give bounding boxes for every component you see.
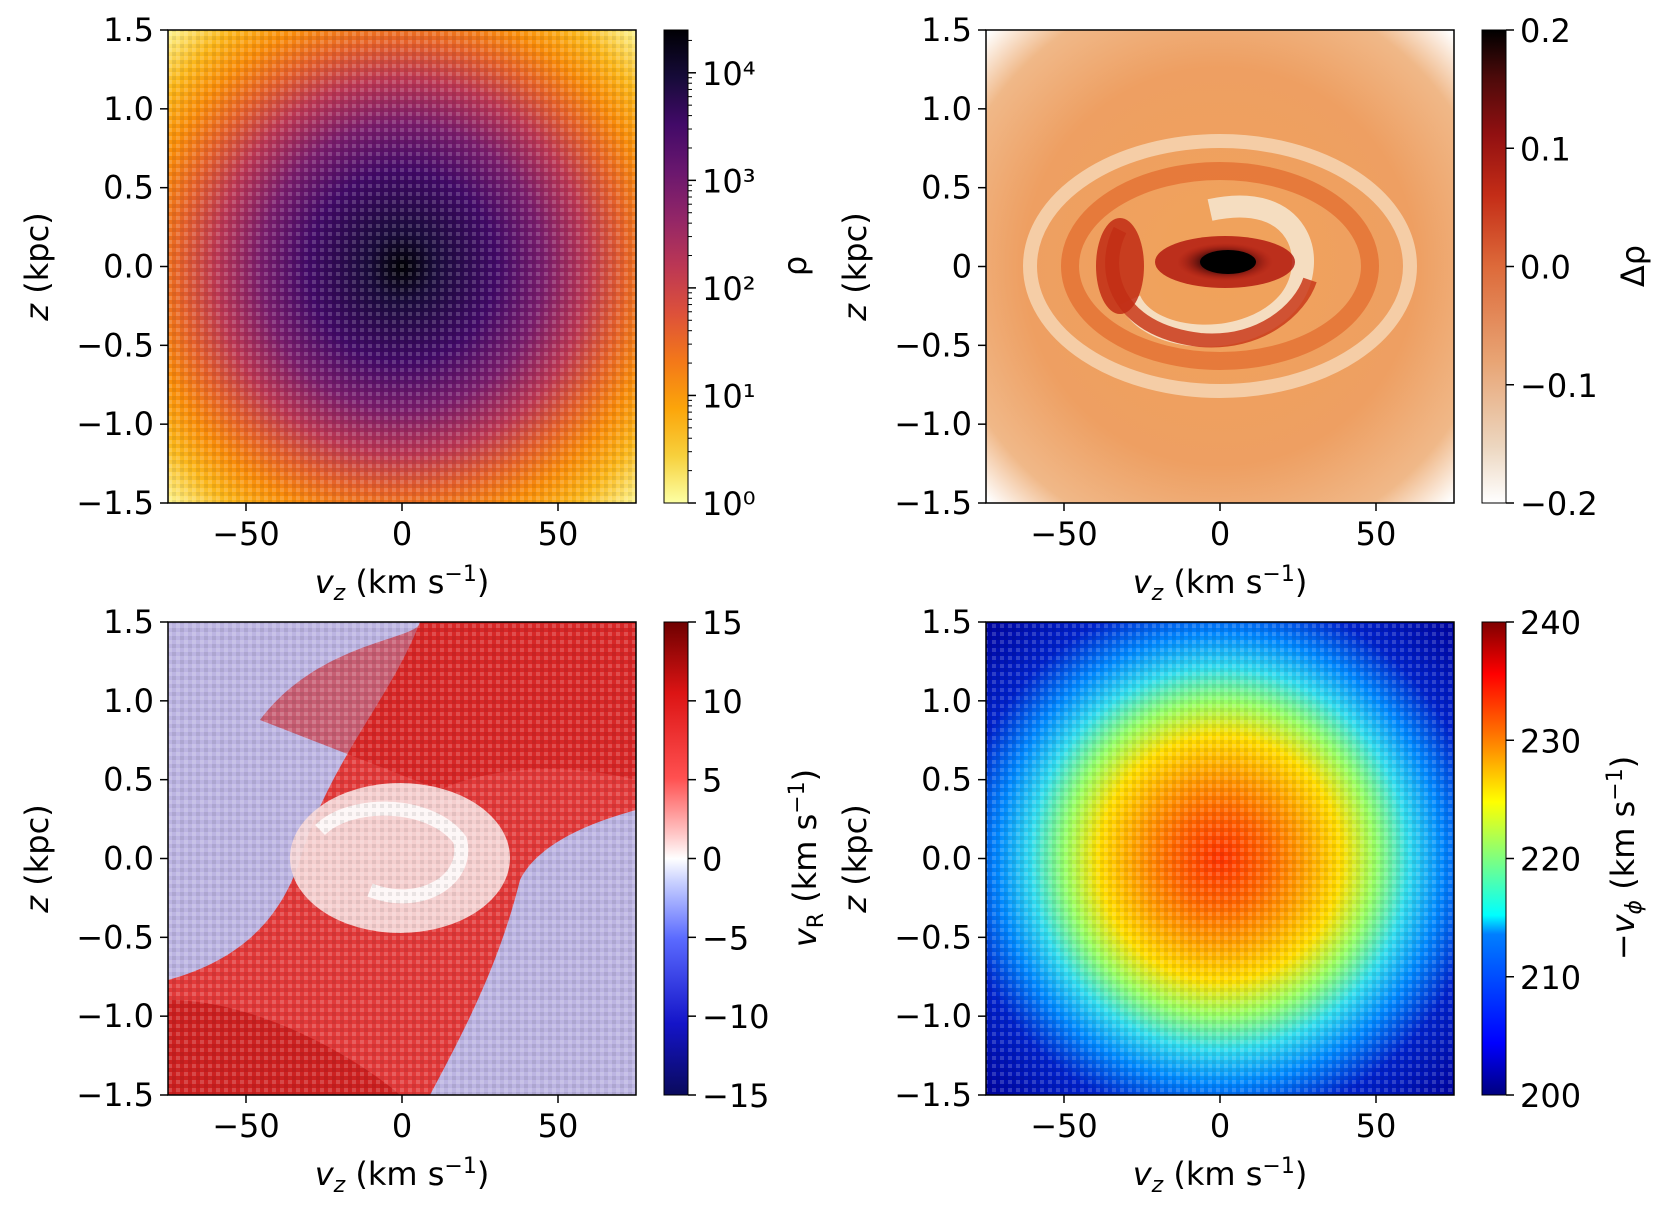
colorbar-azimuthal-velocity-label: −vϕ (km s−1)	[1603, 756, 1647, 960]
panel-azimuthal-velocity: −50 0 50 −1.5 −1.0 −0.5 0.0 0.5 1.0 1.5 vz (km s−1…	[836, 603, 1647, 1198]
y-tick-label: −1.5	[76, 484, 154, 522]
colorbar-density-label: ρ	[776, 256, 814, 276]
colorbar-tick-label: 15	[702, 604, 743, 642]
colorbar-tick-label: 10⁴	[702, 55, 756, 93]
colorbar-tick-label: 220	[1520, 841, 1581, 879]
colorbar-azimuthal-velocity	[1481, 621, 1507, 1096]
colorbar-tick-label: 10¹	[702, 377, 756, 415]
x-tick-label: 0	[1210, 515, 1230, 553]
colorbar-tick-label: 5	[702, 762, 722, 800]
y-tick-label: −0.5	[76, 326, 154, 364]
panel-radial-velocity: −50 0 50−1.5−1.0−0.50.00.51.01.5vz (km s−1…	[18, 603, 829, 1198]
axes-azimuthal-velocity: −50 0 50 −1.5 −1.0 −0.5 0.0 0.5 1.0 1.5 vz (km s−1…	[836, 603, 1396, 1198]
x-axis-label: vz (km s−1)	[315, 1154, 490, 1198]
colorbar-tick-label: 10³	[702, 162, 756, 200]
y-axis-label: z (kpc)	[836, 212, 874, 321]
y-tick-label: −1.5	[76, 1076, 154, 1114]
x-axis-label: vz (km s−1)	[1133, 562, 1308, 606]
noise-overlay	[986, 622, 1454, 1095]
x-tick-label: −50	[212, 515, 280, 553]
noise-overlay	[168, 622, 636, 1095]
colorbar-tick-label: 210	[1520, 959, 1581, 997]
colorbar-tick-label: 10	[702, 683, 743, 721]
colorbar-tick-label: 0.1	[1520, 130, 1571, 168]
y-tick-label: −1.5	[894, 484, 972, 522]
y-tick-label: 0.0	[921, 840, 972, 878]
x-axis-label: vz (km s−1)	[1133, 1154, 1308, 1198]
y-tick-label: −1.0	[76, 405, 154, 443]
y-tick-label: 1.5	[103, 603, 154, 641]
y-tick-label: 1.0	[103, 682, 154, 720]
colorbar-radial-velocity-ticks: −15 −10 −5 0 5 10 15	[688, 604, 770, 1115]
colorbar-tick-label: −5	[702, 919, 749, 957]
y-tick-label: 0.5	[103, 169, 154, 207]
x-tick-label: 0	[1210, 1107, 1230, 1145]
y-tick-label: −1.0	[894, 405, 972, 443]
colorbar-tick-label: −0.1	[1520, 367, 1598, 405]
colorbar-tick-label: 200	[1520, 1077, 1581, 1115]
ring-light-outer	[1023, 134, 1417, 398]
y-tick-label: −0.5	[894, 918, 972, 956]
panel-density: −50 0 50 −1.5 −1.0 −0.5 0.0 0.5 1.0 1.5 vz (km s−1…	[18, 11, 814, 606]
y-tick-label: 0.0	[103, 840, 154, 878]
colorbar-density-residual	[1481, 29, 1507, 504]
colorbar-tick-label: 0.2	[1520, 12, 1571, 50]
colorbar-density	[663, 29, 689, 504]
colorbar-density-ticks: 10⁰ 10¹ 10² 10³ 10⁴	[688, 39, 756, 523]
y-tick-label: 1.0	[103, 90, 154, 128]
noise-overlay	[168, 30, 636, 503]
spiral-core-peak	[1200, 250, 1256, 274]
colorbar-tick-label: 240	[1520, 604, 1581, 642]
y-tick-label: 1.5	[921, 603, 972, 641]
colorbar-tick-label: 10⁰	[702, 485, 756, 523]
y-tick-label: 0.0	[103, 248, 154, 286]
y-tick-label: 0.5	[921, 169, 972, 207]
colorbar-tick-label: 10²	[702, 270, 756, 308]
axes-density: −50 0 50 −1.5 −1.0 −0.5 0.0 0.5 1.0 1.5 vz (km s−1…	[18, 11, 578, 606]
panel-density-residual: −50 0 50 −1.5 −1.0 −0.5 0 0.5 1.0 1.5 vz (km s−1) z…	[836, 11, 1652, 606]
y-tick-label: −1.0	[76, 997, 154, 1035]
colorbar-radial-velocity-label: vR (km s−1)	[785, 769, 829, 947]
colorbar-tick-label: 0.0	[1520, 249, 1571, 287]
y-tick-label: 1.0	[921, 682, 972, 720]
y-tick-label: 0.5	[921, 761, 972, 799]
y-tick-label: 1.0	[921, 90, 972, 128]
y-tick-label: 0	[952, 248, 972, 286]
x-tick-label: 0	[392, 515, 412, 553]
colorbar-radial-velocity	[663, 621, 689, 1096]
colorbar-tick-label: −10	[702, 998, 770, 1036]
spiral-left-lobe	[1096, 218, 1144, 314]
x-tick-label: −50	[1030, 1107, 1098, 1145]
x-tick-label: 50	[538, 515, 579, 553]
ring-dark-outer	[1061, 162, 1379, 370]
x-tick-label: −50	[212, 1107, 280, 1145]
x-tick-label: −50	[1030, 515, 1098, 553]
colorbar-density-residual-ticks: −0.2 −0.1 0.0 0.1 0.2	[1506, 12, 1598, 523]
y-tick-label: −1.5	[894, 1076, 972, 1114]
axes-density-residual: −50 0 50 −1.5 −1.0 −0.5 0 0.5 1.0 1.5 vz (km s−1) z…	[836, 11, 1396, 606]
x-tick-label: 50	[1356, 1107, 1397, 1145]
x-tick-label: 50	[1356, 515, 1397, 553]
y-tick-label: −0.5	[76, 918, 154, 956]
y-tick-label: 1.5	[921, 11, 972, 49]
colorbar-azimuthal-velocity-ticks: 200 210 220 230 240	[1506, 604, 1581, 1115]
colorbar-tick-label: −15	[702, 1077, 770, 1115]
y-axis-label: z (kpc)	[18, 212, 56, 321]
colorbar-tick-label: 0	[702, 841, 722, 879]
y-tick-label: −1.0	[894, 997, 972, 1035]
colorbar-density-residual-label: Δρ	[1614, 245, 1652, 287]
colorbar-tick-label: −0.2	[1520, 485, 1598, 523]
y-axis-label: z (kpc)	[18, 804, 56, 913]
y-tick-label: 1.5	[103, 11, 154, 49]
x-axis-label: vz (km s−1)	[315, 562, 490, 606]
y-axis-label: z (kpc)	[836, 804, 874, 913]
axes-radial-velocity: −50 0 50 −1.5 −1.0 −0.5 0.0 0.5 1.0 1.5 vz (km s−1…	[18, 603, 578, 1198]
x-tick-label: 0	[392, 1107, 412, 1145]
y-tick-label: 0.5	[103, 761, 154, 799]
x-tick-label: 50	[538, 1107, 579, 1145]
y-tick-label: −0.5	[894, 326, 972, 364]
colorbar-tick-label: 230	[1520, 722, 1581, 760]
